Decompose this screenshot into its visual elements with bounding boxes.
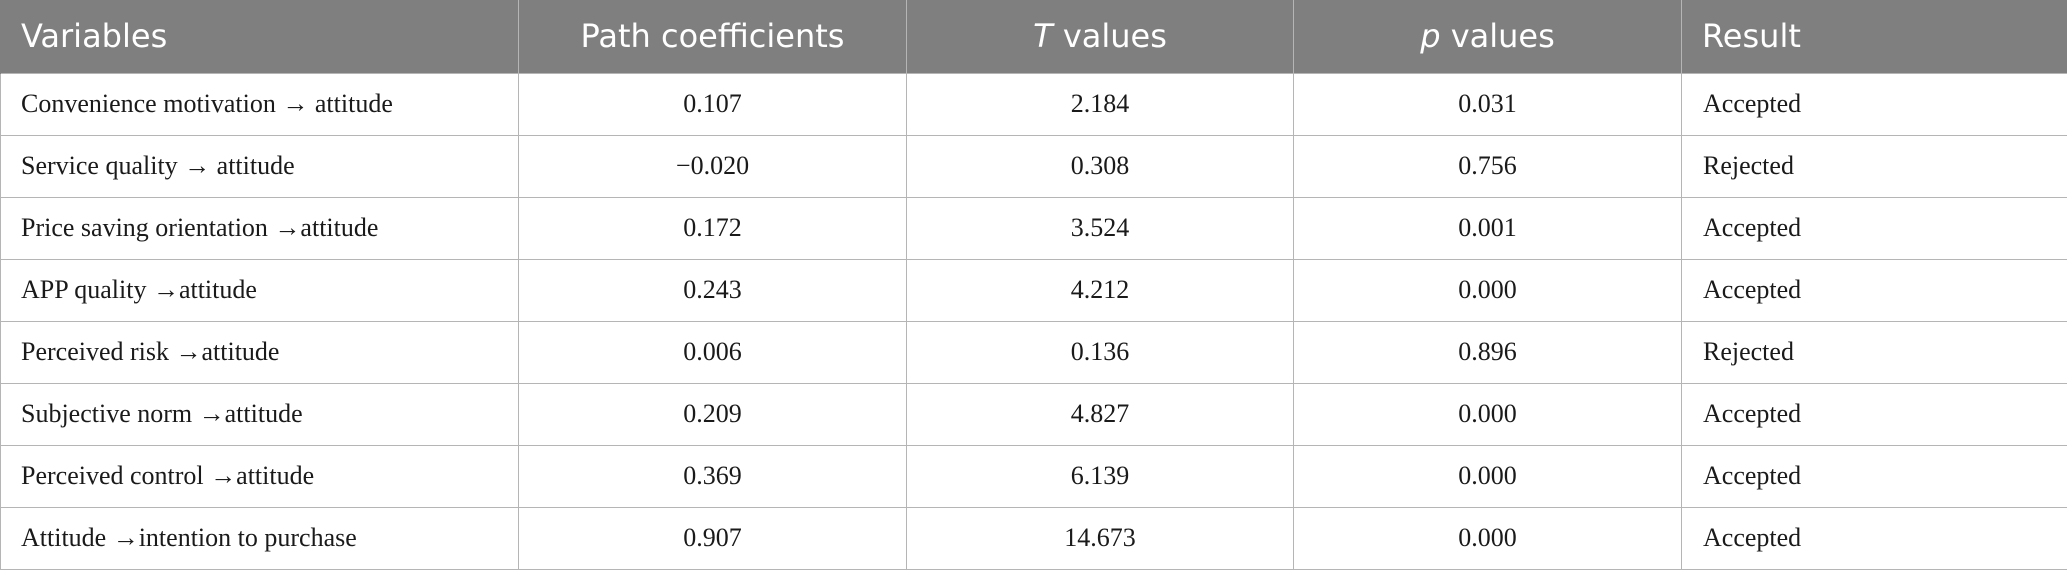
cell-t-value: 0.308 [906,134,1294,198]
cell-p-value: 0.000 [1293,444,1682,508]
cell-p-value: 0.000 [1293,258,1682,322]
cell-path-coefficient: 0.907 [518,506,907,570]
cell-path-coefficient: 0.107 [518,72,907,136]
cell-path-coefficient: −0.020 [518,134,907,198]
cell-t-value: 0.136 [906,320,1294,384]
cell-result: Accepted [1681,506,2067,570]
p-symbol: p [1420,17,1441,56]
t-symbol: T [1033,17,1053,56]
table-row: Convenience motivation → attitude 0.107 … [0,72,2067,136]
cell-result: Accepted [1681,196,2067,260]
p-suffix: values [1440,17,1555,56]
table-row: Attitude →intention to purchase 0.907 14… [0,506,2067,570]
cell-path-coefficient: 0.209 [518,382,907,446]
table-row: Service quality → attitude −0.020 0.308 … [0,134,2067,198]
cell-variable: Convenience motivation → attitude [0,72,519,136]
header-variables: Variables [0,0,519,73]
cell-result: Rejected [1681,320,2067,384]
path-analysis-table: Variables Path coefficients T values p v… [0,0,2067,570]
cell-path-coefficient: 0.243 [518,258,907,322]
cell-result: Accepted [1681,382,2067,446]
cell-p-value: 0.000 [1293,382,1682,446]
table-header: Variables Path coefficients T values p v… [0,0,2067,73]
cell-variable: APP quality →attitude [0,258,519,322]
table-row: Subjective norm →attitude 0.209 4.827 0.… [0,382,2067,446]
cell-variable: Price saving orientation →attitude [0,196,519,260]
cell-variable: Attitude →intention to purchase [0,506,519,570]
cell-p-value: 0.001 [1293,196,1682,260]
cell-t-value: 3.524 [906,196,1294,260]
table-row: Price saving orientation →attitude 0.172… [0,196,2067,260]
cell-result: Accepted [1681,444,2067,508]
cell-p-value: 0.756 [1293,134,1682,198]
header-result: Result [1681,0,2067,73]
cell-p-value: 0.031 [1293,72,1682,136]
cell-result: Accepted [1681,72,2067,136]
header-row: Variables Path coefficients T values p v… [0,0,2067,73]
cell-p-value: 0.000 [1293,506,1682,570]
cell-result: Accepted [1681,258,2067,322]
cell-p-value: 0.896 [1293,320,1682,384]
cell-t-value: 4.212 [906,258,1294,322]
table-row: Perceived risk →attitude 0.006 0.136 0.8… [0,320,2067,384]
cell-t-value: 4.827 [906,382,1294,446]
cell-path-coefficient: 0.006 [518,320,907,384]
cell-variable: Service quality → attitude [0,134,519,198]
cell-t-value: 14.673 [906,506,1294,570]
table-row: Perceived control →attitude 0.369 6.139 … [0,444,2067,508]
table-body: Convenience motivation → attitude 0.107 … [0,72,2067,570]
cell-t-value: 6.139 [906,444,1294,508]
cell-t-value: 2.184 [906,72,1294,136]
header-p-values: p values [1293,0,1682,73]
t-suffix: values [1052,17,1167,56]
cell-path-coefficient: 0.172 [518,196,907,260]
header-path-coefficients: Path coefficients [518,0,907,73]
cell-result: Rejected [1681,134,2067,198]
cell-variable: Perceived control →attitude [0,444,519,508]
cell-variable: Subjective norm →attitude [0,382,519,446]
header-t-values: T values [906,0,1294,73]
cell-variable: Perceived risk →attitude [0,320,519,384]
cell-path-coefficient: 0.369 [518,444,907,508]
table-row: APP quality →attitude 0.243 4.212 0.000 … [0,258,2067,322]
